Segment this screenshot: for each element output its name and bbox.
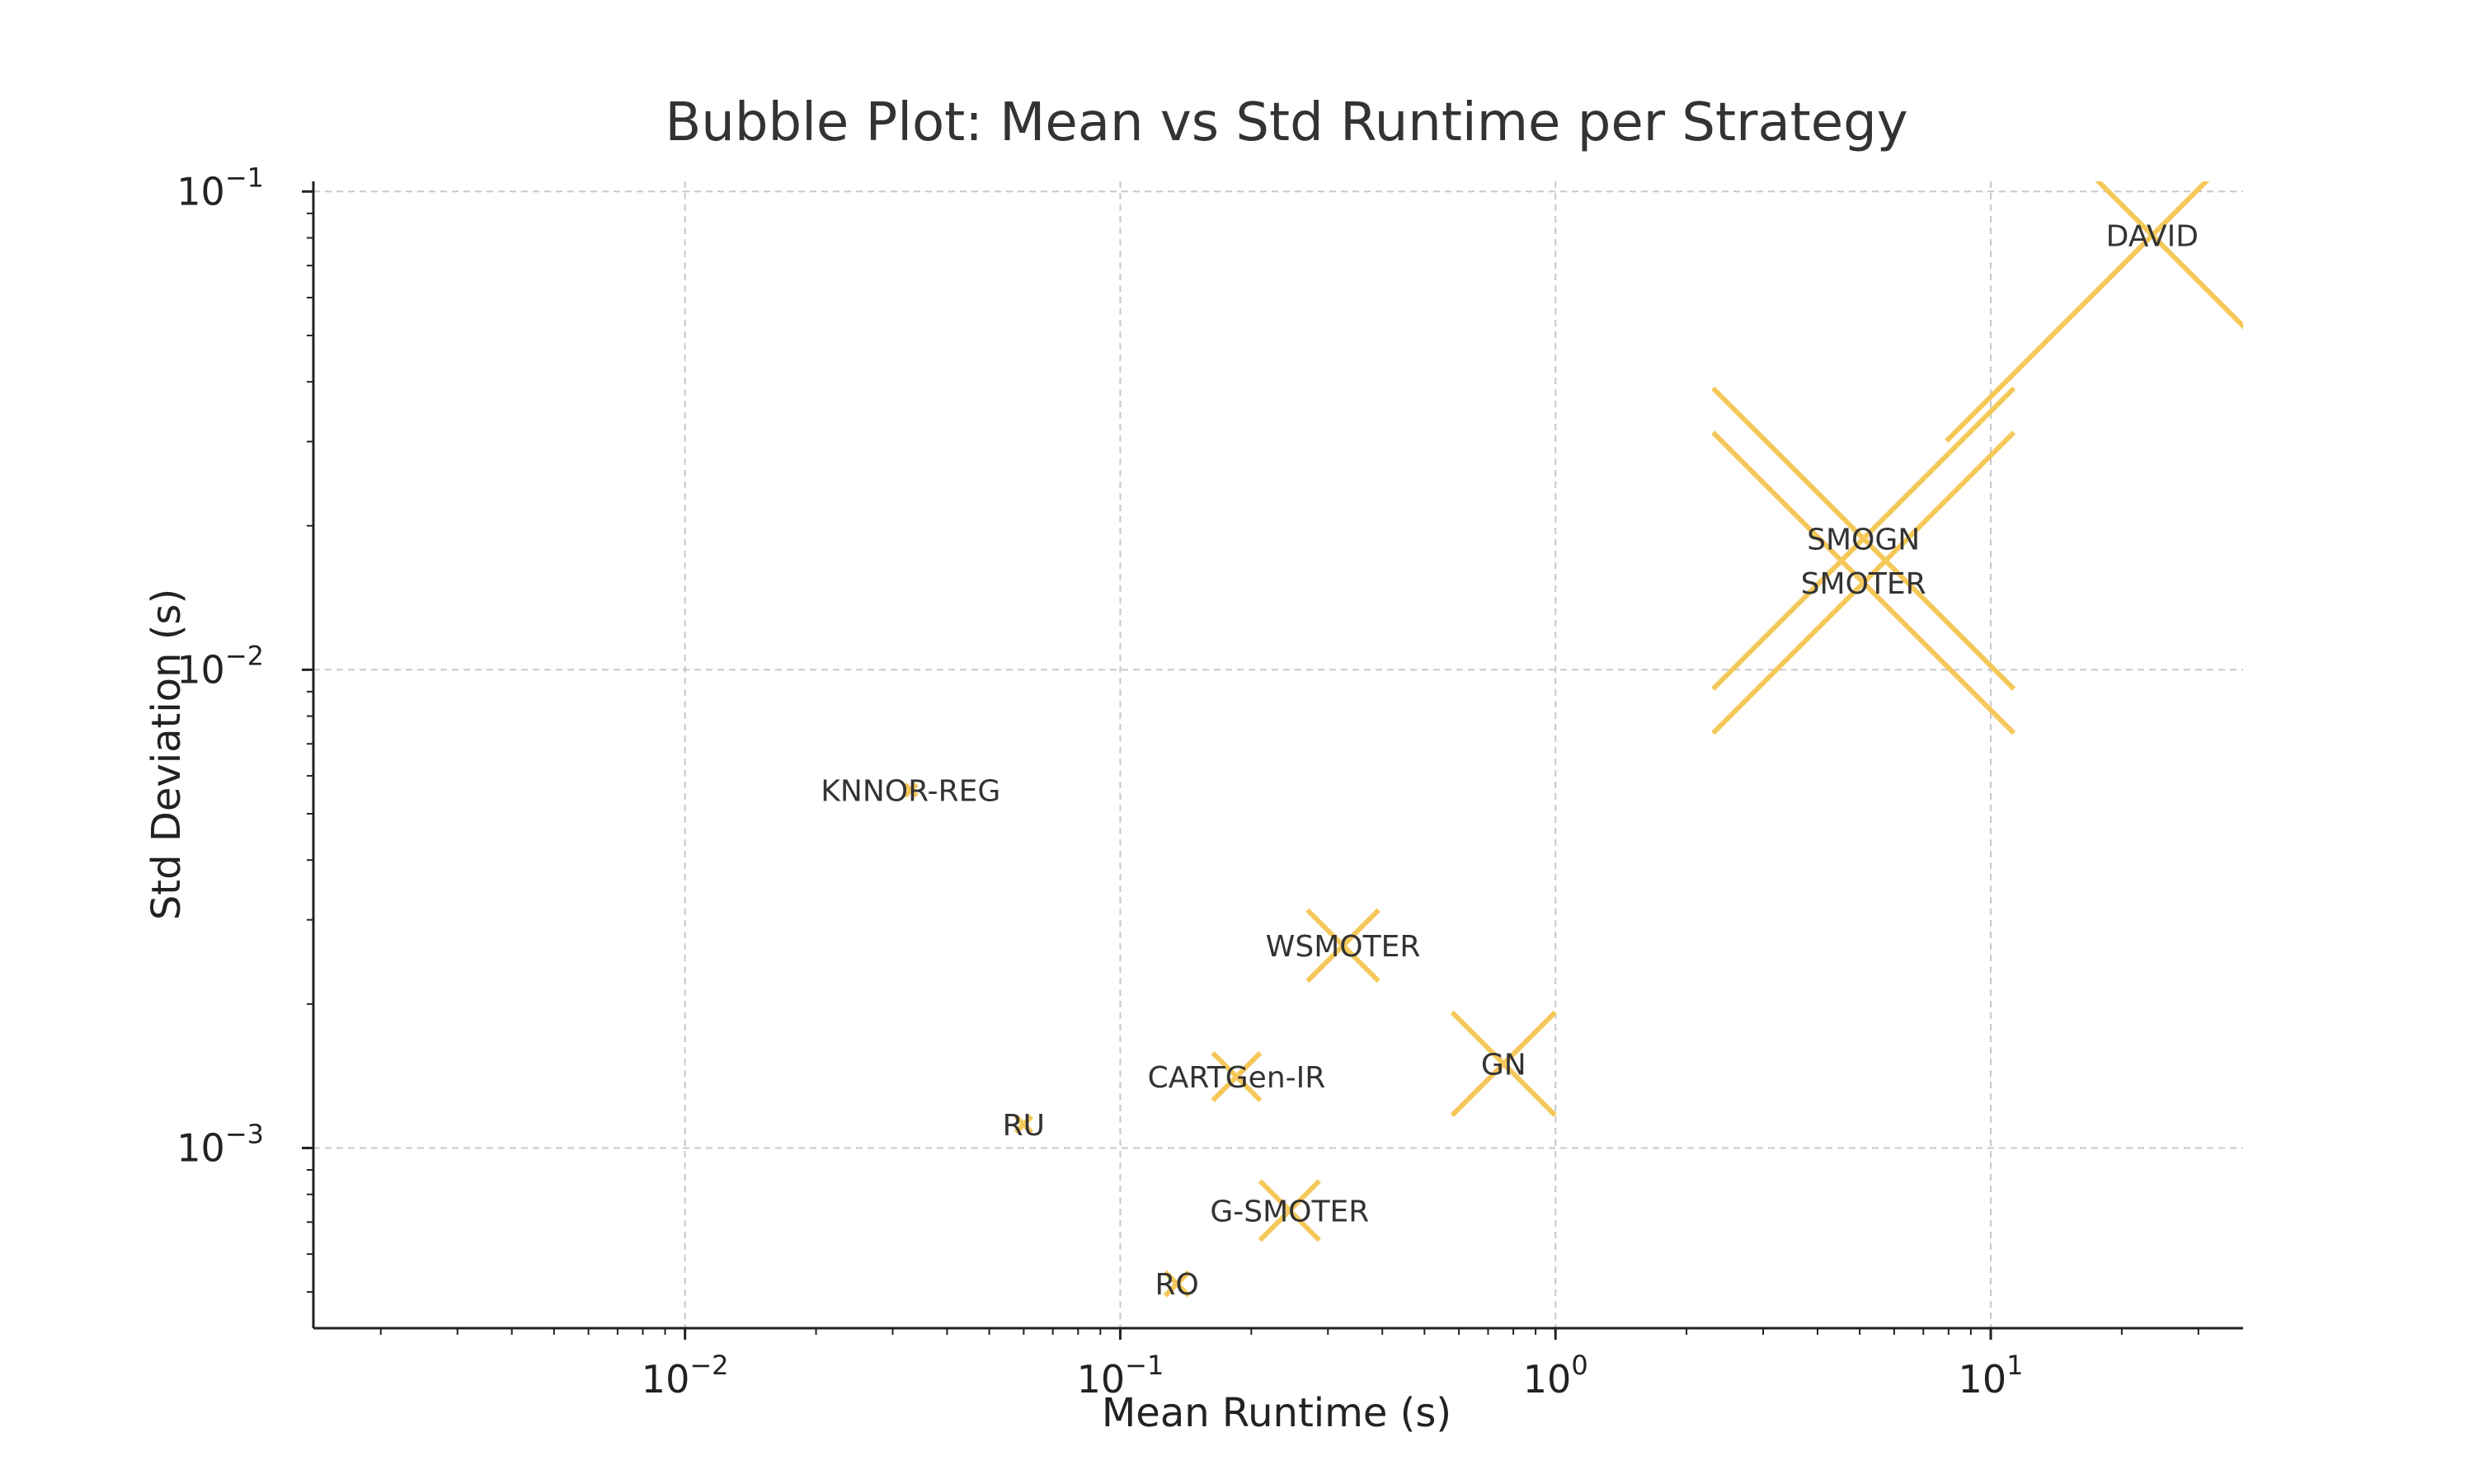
marker-stroke xyxy=(902,782,919,798)
marker-stroke xyxy=(1711,430,2016,735)
axes xyxy=(312,181,2243,1330)
marker-ru xyxy=(1014,1115,1034,1134)
x-tick-label: 100 xyxy=(1523,1350,1588,1402)
point-label-ro: RO xyxy=(1155,1268,1199,1302)
marker-ro xyxy=(1163,1270,1191,1298)
marker-stroke xyxy=(1163,1270,1191,1298)
y-axis-label: Std Deviation (s) xyxy=(143,589,190,920)
marker-knnor-reg xyxy=(902,782,919,798)
point-label-g-smoter: G-SMOTER xyxy=(1210,1195,1369,1228)
marker-smoter xyxy=(1711,430,2016,735)
x-axis-label: Mean Runtime (s) xyxy=(1102,1390,1451,1436)
x-tick-label: 101 xyxy=(1959,1350,2024,1402)
point-label-smoter: SMOTER xyxy=(1801,567,1926,601)
marker-stroke xyxy=(1258,1179,1321,1242)
point-label-gn: GN xyxy=(1481,1048,1526,1082)
marker-stroke xyxy=(1211,1050,1263,1102)
y-tick-label: 10−1 xyxy=(176,162,264,214)
ticks: 10−2 10−1 100 101 10−3 10−2 10−1 xyxy=(176,162,2199,1402)
marker-stroke xyxy=(1945,181,2210,444)
marker-stroke xyxy=(1305,908,1380,984)
marker-smogn xyxy=(1711,386,2016,691)
marker-stroke xyxy=(1450,1010,1557,1117)
point-label-ru: RU xyxy=(1003,1109,1045,1143)
x-tick-label: 10−1 xyxy=(1077,1350,1164,1402)
marker-gn xyxy=(1450,1010,1557,1117)
point-label-knnor-reg: KNNOR-REG xyxy=(821,774,1000,808)
marker-g-smoter xyxy=(1258,1179,1321,1242)
marker-stroke xyxy=(1711,386,2016,691)
marker-cartgen-ir xyxy=(1211,1050,1263,1102)
point-label-wsmoter: WSMOTER xyxy=(1266,930,1421,964)
y-tick-label: 10−2 xyxy=(176,640,264,692)
y-tick-label: 10−3 xyxy=(176,1118,264,1170)
point-labels: KNNOR-REG RU RO CARTGen-IR G-SMOTER WSMOTER GN… xyxy=(821,219,2199,1302)
point-label-smogn: SMOGN xyxy=(1807,523,1920,556)
point-label-david: DAVID xyxy=(2106,219,2199,253)
chart-title: Bubble Plot: Mean vs Std Runtime per Str… xyxy=(665,92,1907,153)
marker-david xyxy=(1945,181,2243,444)
marker-stroke xyxy=(1014,1115,1034,1134)
point-label-cartgen-ir: CARTGen-IR xyxy=(1148,1061,1326,1095)
markers xyxy=(902,181,2243,1298)
marker-wsmoter xyxy=(1305,908,1380,984)
x-tick-label: 10−2 xyxy=(642,1350,729,1402)
grid-lines xyxy=(313,181,2243,1328)
